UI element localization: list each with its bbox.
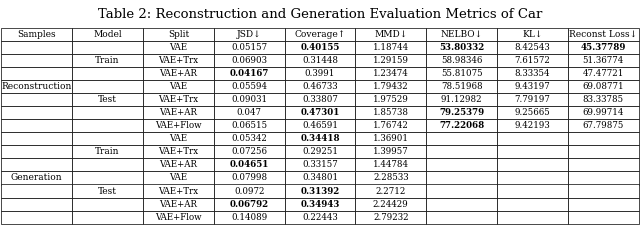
Text: Table 2: Reconstruction and Generation Evaluation Metrics of Car: Table 2: Reconstruction and Generation E… [98,8,542,21]
